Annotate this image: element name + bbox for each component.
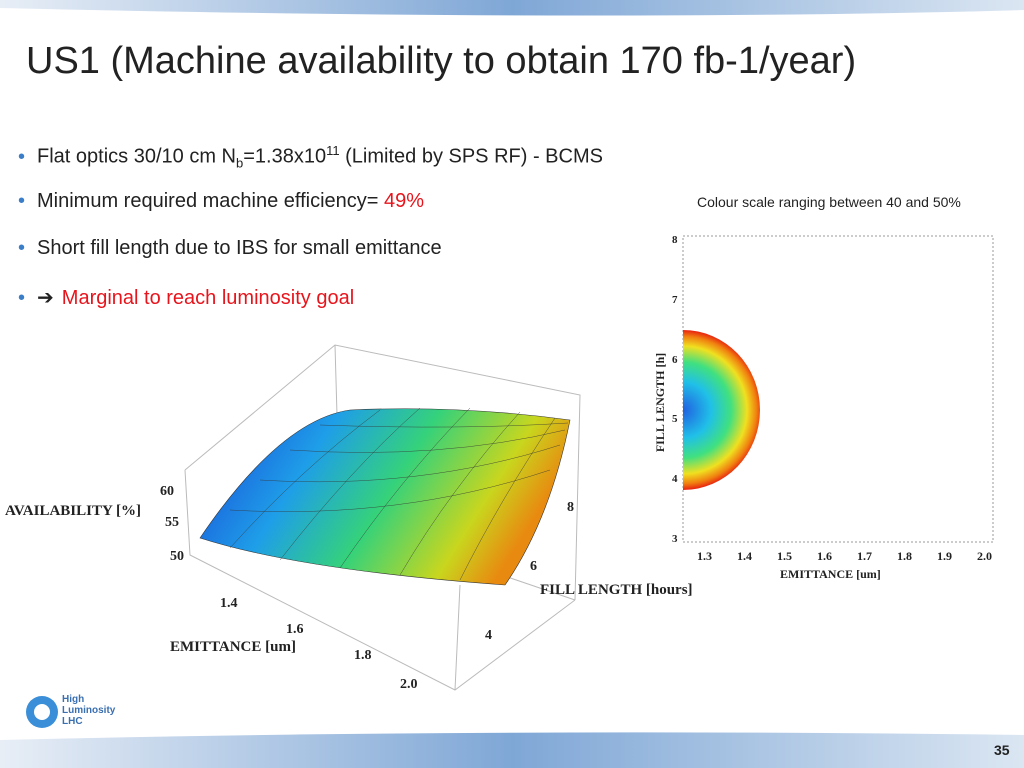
bullet-highlight: 49% [384, 190, 425, 212]
contour-x-tick-label: 1.8 [897, 549, 912, 563]
bullet-text: Flat optics 30/10 cm N [37, 145, 236, 168]
availability-surface [199, 408, 571, 586]
contour-x-tick-label: 1.4 [737, 549, 752, 563]
contour-y-tick-label: 7 [672, 293, 678, 306]
z-tick-label: 50 [170, 549, 184, 564]
x-tick-label: 1.8 [354, 648, 372, 663]
note: Colour scale ranging between 40 and 50% [697, 194, 961, 210]
bullet-sub: b [235, 155, 244, 171]
y-tick-label: 6 [530, 559, 537, 574]
y-axis-label: FILL LENGTH [hours] [540, 582, 693, 598]
contour-y-label: FILL LENGTH [h] [653, 352, 668, 453]
contour-x-tick-label: 1.6 [817, 549, 832, 563]
logo-icon-inner [34, 704, 50, 720]
contour-x-label: EMITTANCE [um] [780, 567, 881, 581]
x-tick-label: 2.0 [400, 677, 418, 692]
x-tick-label: 1.4 [220, 596, 238, 611]
page-number: 35 [994, 742, 1010, 758]
bullet-text: =1.38x10 [243, 145, 327, 168]
y-tick-label: 4 [485, 628, 492, 643]
contour-y-tick-label: 8 [672, 234, 678, 246]
z-axis-label: AVAILABILITY [%] [5, 503, 142, 519]
bullet-sup: 11 [326, 143, 340, 158]
x-axis-label: EMITTANCE [um] [170, 639, 296, 655]
contour-y-tick-label: 4 [672, 473, 678, 486]
logo-text: High [62, 694, 85, 705]
bullet-text: (Limited by SPS RF) - BCMS [339, 145, 603, 168]
z-tick-label: 55 [165, 515, 179, 530]
surface-mesh [229, 407, 569, 581]
bullet-text: Short fill length due to IBS for small e… [37, 237, 442, 259]
logo-text: Luminosity [62, 705, 116, 716]
bullet-highlight: Marginal to reach luminosity goal [61, 287, 355, 309]
availability-contour [683, 330, 760, 490]
bullet: • Short fill length due to IBS for small … [18, 237, 442, 259]
contour-y-tick-label: 5 [672, 413, 678, 426]
logo-text: LHC [62, 716, 83, 727]
contour-x-tick-label: 1.9 [937, 549, 952, 563]
x-tick-label: 1.6 [286, 622, 304, 637]
z-tick-label: 60 [160, 484, 174, 499]
bullet-text: Minimum required machine efficiency= [37, 190, 385, 212]
contour-x-tick-label: 1.3 [697, 549, 712, 563]
bullet: • Minimum required machine efficiency= 49… [18, 190, 425, 212]
slide-title: US1 (Machine availability to obtain 170 … [26, 40, 857, 82]
bottom-band [0, 732, 1024, 768]
contour-x-tick-label: 2.0 [977, 549, 992, 563]
top-band [0, 0, 1024, 16]
contour-x-tick-label: 1.5 [777, 549, 792, 563]
bullet-arrow: ➔ [37, 287, 54, 309]
y-tick-label: 8 [567, 500, 574, 515]
bullet: • Flat optics 30/10 cm Nb=1.38x1011 (Limi… [18, 143, 603, 171]
contour-x-tick-label: 1.7 [857, 549, 872, 563]
contour-y-tick-label: 6 [672, 353, 678, 366]
logo: High Luminosity LHC [62, 694, 115, 727]
bullet: • ➔ Marginal to reach luminosity goal [18, 287, 355, 309]
contour-y-tick-label: 3 [672, 533, 678, 545]
